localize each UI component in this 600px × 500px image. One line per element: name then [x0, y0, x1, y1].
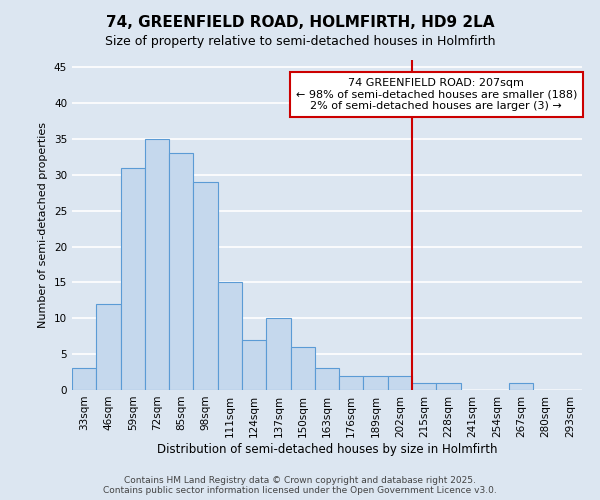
Text: 74, GREENFIELD ROAD, HOLMFIRTH, HD9 2LA: 74, GREENFIELD ROAD, HOLMFIRTH, HD9 2LA — [106, 15, 494, 30]
Text: Size of property relative to semi-detached houses in Holmfirth: Size of property relative to semi-detach… — [105, 35, 495, 48]
Bar — [315, 368, 339, 390]
Bar — [339, 376, 364, 390]
Text: 74 GREENFIELD ROAD: 207sqm
← 98% of semi-detached houses are smaller (188)
2% of: 74 GREENFIELD ROAD: 207sqm ← 98% of semi… — [296, 78, 577, 111]
Bar — [509, 383, 533, 390]
Bar — [169, 154, 193, 390]
Bar — [266, 318, 290, 390]
Text: Contains HM Land Registry data © Crown copyright and database right 2025.
Contai: Contains HM Land Registry data © Crown c… — [103, 476, 497, 495]
Bar — [364, 376, 388, 390]
Bar — [72, 368, 96, 390]
X-axis label: Distribution of semi-detached houses by size in Holmfirth: Distribution of semi-detached houses by … — [157, 442, 497, 456]
Bar — [218, 282, 242, 390]
Bar — [193, 182, 218, 390]
Bar — [412, 383, 436, 390]
Bar — [145, 139, 169, 390]
Bar — [242, 340, 266, 390]
Bar — [436, 383, 461, 390]
Y-axis label: Number of semi-detached properties: Number of semi-detached properties — [38, 122, 49, 328]
Bar — [96, 304, 121, 390]
Bar — [121, 168, 145, 390]
Bar — [388, 376, 412, 390]
Bar — [290, 347, 315, 390]
